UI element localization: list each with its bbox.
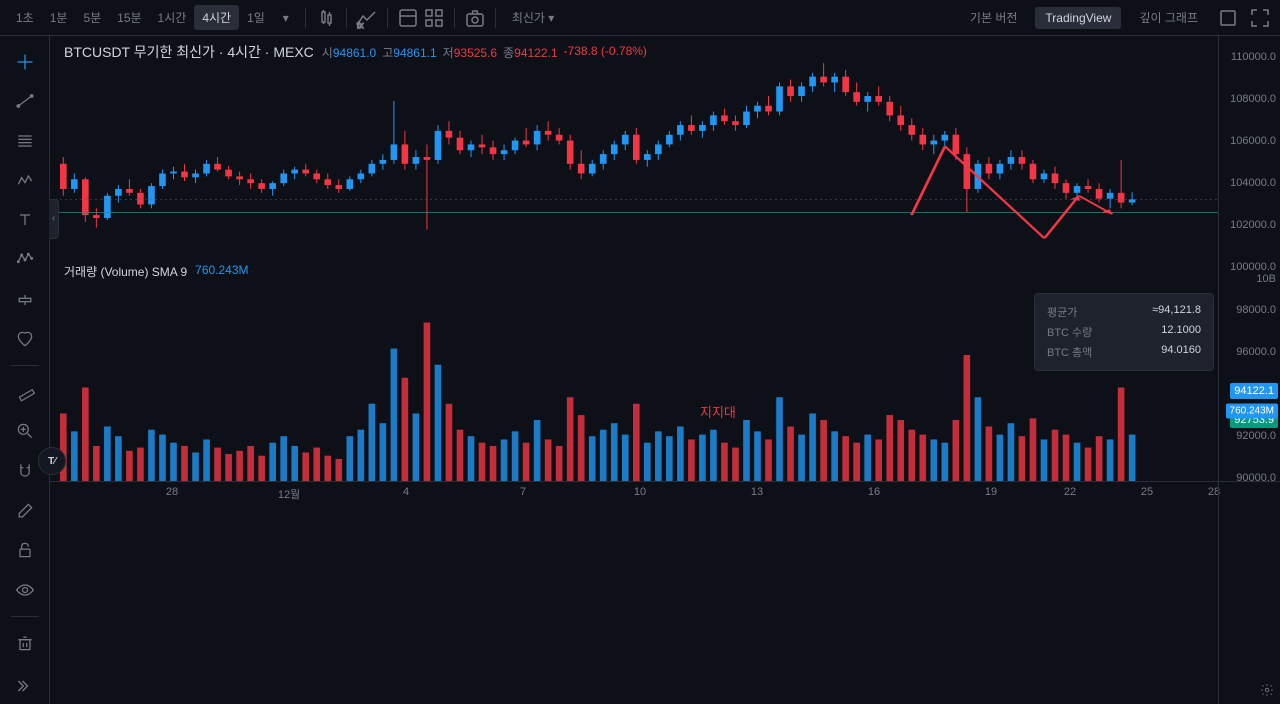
timeframe-1일[interactable]: 1일	[239, 5, 273, 30]
volume-title: 거래량 (Volume) SMA 9	[64, 263, 187, 280]
trendline-icon[interactable]	[7, 84, 43, 120]
crosshair-icon[interactable]	[7, 44, 43, 80]
timeframe-more[interactable]: ▾	[275, 7, 297, 29]
zoom-icon[interactable]	[7, 414, 43, 450]
tradingview-btn[interactable]: TradingView	[1035, 7, 1121, 29]
indicators-icon[interactable]: fx	[355, 6, 379, 30]
y-tick: 102000.0	[1230, 219, 1276, 231]
y-tick: 108000.0	[1230, 93, 1276, 105]
timeframe-15분[interactable]: 15분	[109, 5, 149, 30]
timeframe-1시간[interactable]: 1시간	[150, 5, 195, 30]
price-source-select[interactable]: 최신가 ▾	[504, 5, 562, 30]
timeframe-5분[interactable]: 5분	[75, 5, 109, 30]
template-icon[interactable]	[396, 6, 420, 30]
ruler-icon[interactable]	[7, 374, 43, 410]
collapse-icon[interactable]	[7, 668, 43, 704]
volume-value: 760.243M	[195, 263, 248, 280]
x-tick: 10	[634, 486, 646, 498]
svg-text:fx: fx	[357, 21, 363, 30]
x-tick: 13	[751, 486, 763, 498]
depth-chart-btn[interactable]: 깊이 그래프	[1129, 5, 1208, 30]
volume-chart[interactable]: 거래량 (Volume) SMA 9 760.243M T⁄ 평균가≈94,12…	[50, 259, 1218, 482]
pattern-icon[interactable]	[7, 163, 43, 199]
fullscreen-icon[interactable]	[1248, 6, 1272, 30]
eye-icon[interactable]	[7, 572, 43, 608]
timeframe-4시간[interactable]: 4시간	[194, 5, 239, 30]
x-tick: 7	[520, 486, 526, 498]
x-tick: 12월	[278, 486, 300, 502]
basic-version-btn[interactable]: 기본 버전	[960, 5, 1028, 30]
x-tick: 25	[1141, 486, 1153, 498]
y-tick: 110000.0	[1231, 51, 1276, 63]
info-row: 평균가≈94,121.8	[1047, 302, 1201, 322]
candle-type-icon[interactable]	[314, 6, 338, 30]
x-tick: 16	[868, 486, 880, 498]
info-row: BTC 수량12.1000	[1047, 322, 1201, 342]
info-box: 평균가≈94,121.8BTC 수량12.1000BTC 총액94.0160	[1034, 293, 1214, 371]
x-tick: 4	[403, 486, 409, 498]
left-collapse-tab[interactable]: ‹	[49, 199, 59, 239]
long-position-icon[interactable]	[7, 282, 43, 318]
camera-icon[interactable]	[463, 6, 487, 30]
x-axis[interactable]: 2812월4710131619222528	[50, 481, 1218, 505]
y-tick: 106000.0	[1230, 135, 1276, 147]
timeframe-1분[interactable]: 1분	[42, 5, 76, 30]
timeframe-1초[interactable]: 1초	[8, 5, 42, 30]
popout-icon[interactable]	[1216, 6, 1240, 30]
volume-y-axis[interactable]: 10B 760.243M	[1218, 259, 1280, 482]
xabcd-icon[interactable]	[7, 242, 43, 278]
trash-icon[interactable]	[7, 625, 43, 661]
x-tick: 28	[166, 486, 178, 498]
settings-gear-icon[interactable]	[1260, 683, 1274, 700]
text-icon[interactable]	[7, 203, 43, 239]
x-tick: 19	[985, 486, 997, 498]
symbol-title: BTCUSDT 무기한 최신가 · 4시간 · MEXC	[64, 42, 314, 62]
y-tick: 104000.0	[1230, 177, 1276, 189]
info-row: BTC 총액94.0160	[1047, 342, 1201, 362]
timeframe-group: 1초1분5분15분1시간4시간1일 ▾ fx 최신가 ▾	[8, 5, 562, 30]
price-chart[interactable]: BTCUSDT 무기한 최신가 · 4시간 · MEXC 시94861.0 고9…	[50, 36, 1218, 259]
lock-icon[interactable]	[7, 532, 43, 568]
fib-icon[interactable]	[7, 123, 43, 159]
volume-badge: 760.243M	[1226, 403, 1278, 418]
layout-icon[interactable]	[422, 6, 446, 30]
price-y-axis[interactable]: 90000.092000.094000.096000.098000.010000…	[1218, 36, 1280, 259]
volume-y-label: 10B	[1256, 273, 1276, 285]
favorite-icon[interactable]	[7, 321, 43, 357]
edit-icon[interactable]	[7, 493, 43, 529]
x-tick: 22	[1064, 486, 1076, 498]
